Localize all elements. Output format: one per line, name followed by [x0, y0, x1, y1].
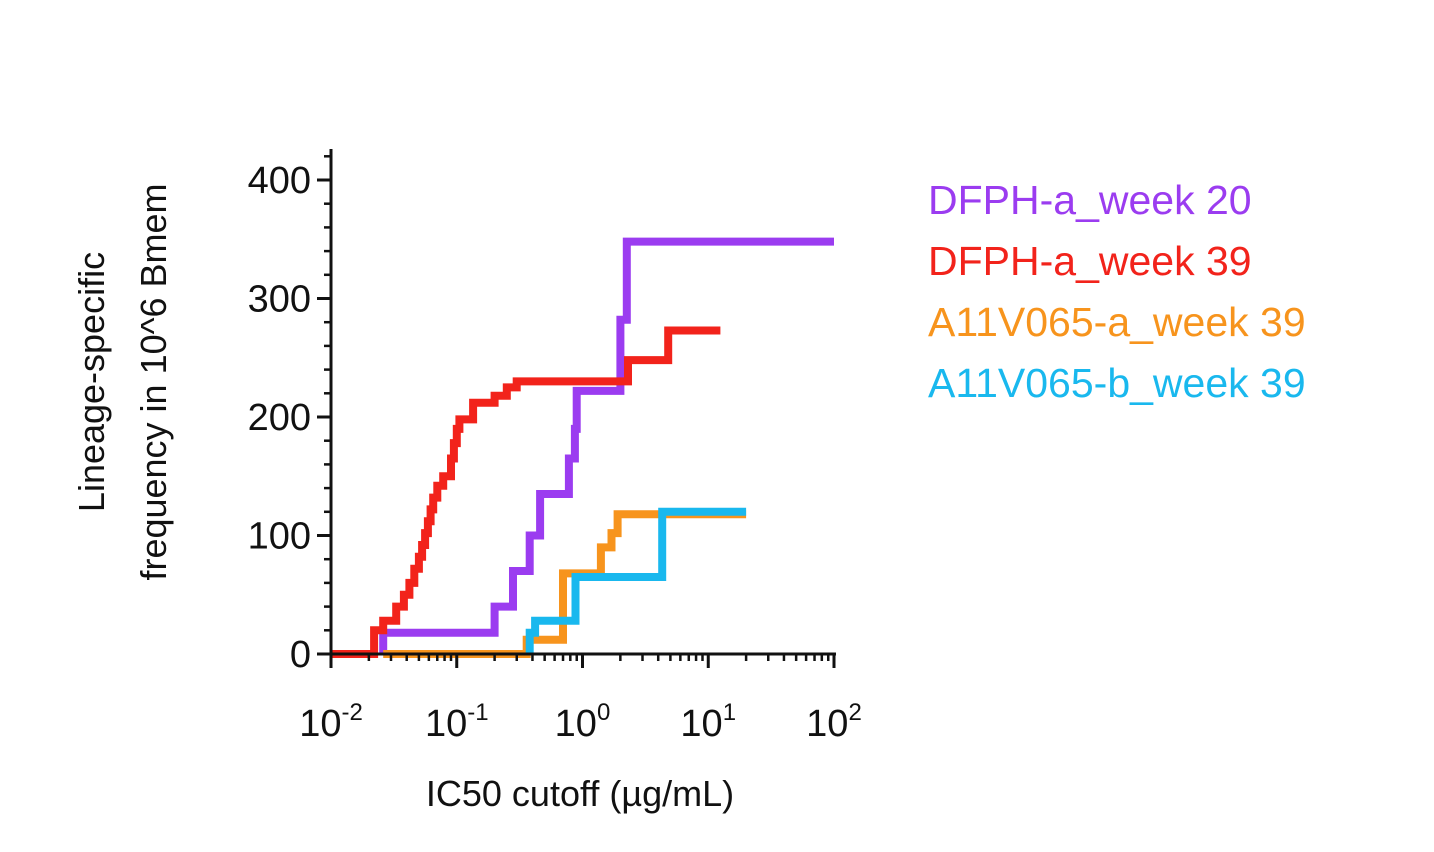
legend-entry-1: DFPH-a_week 20: [928, 177, 1252, 223]
y-tick-label: 400: [248, 160, 311, 202]
series-line-1: [379, 237, 834, 654]
legend-entry-3: A11V065-a_week 39: [928, 299, 1306, 345]
series-line-2: [331, 326, 721, 658]
y-tick-label: 100: [248, 516, 311, 558]
legend-entry-4: A11V065-b_week 39: [928, 360, 1306, 406]
x-tick-exponent: 0: [597, 699, 610, 726]
x-axis-title: IC50 cutoff (µg/mL): [426, 773, 734, 814]
legend-entry-2: DFPH-a_week 39: [928, 238, 1252, 284]
x-tick-exponent: -1: [467, 699, 488, 726]
x-tick-exponent: -2: [341, 699, 362, 726]
y-tick-label: 0: [290, 634, 311, 676]
y-tick-label: 300: [248, 279, 311, 321]
y-axis-title-line: Lineage-specific: [71, 252, 112, 512]
y-tick-label: 200: [248, 397, 311, 439]
series-line-4: [525, 507, 747, 654]
x-tick-exponent: 1: [723, 699, 736, 726]
x-tick-label: 102: [806, 699, 862, 745]
x-tick-label: 101: [680, 699, 736, 745]
y-axis-title-line: frequency in 10^6 Bmem: [133, 183, 174, 580]
y-axis-title: Lineage-specific frequency in 10^6 Bmem: [71, 183, 174, 580]
x-tick-label: 10-1: [425, 699, 489, 745]
series-lines: [331, 237, 834, 658]
x-tick-label: 100: [555, 699, 611, 745]
x-tick-exponent: 2: [848, 699, 861, 726]
legend: DFPH-a_week 20 DFPH-a_week 39 A11V065-a_we…: [928, 177, 1306, 406]
x-tick-label: 10-2: [299, 699, 363, 745]
